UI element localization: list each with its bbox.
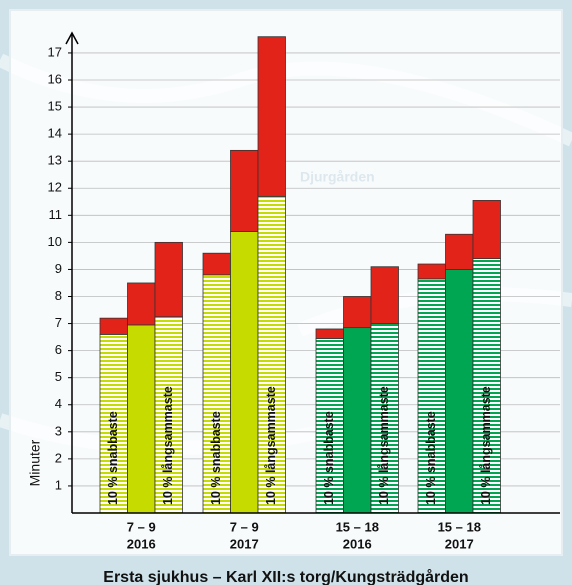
bar-segment [370, 266, 399, 324]
x-tick-label: 7 – 9 [230, 519, 259, 534]
bar-label: 10 % långsammaste [479, 386, 493, 505]
map-label: Djurgården [300, 169, 375, 185]
bar-segment [230, 231, 259, 514]
x-tick-label: 7 – 9 [127, 519, 156, 534]
bar-label: 10 % snabbaste [424, 411, 438, 505]
bar-label: 10 % långsammaste [264, 386, 278, 505]
bar-label: 10 % snabbaste [106, 411, 120, 505]
bar-segment [99, 333, 128, 514]
x-tick-label: 2017 [445, 536, 474, 551]
bar-segment [472, 200, 501, 260]
bar-segment [154, 241, 183, 318]
y-tick-label: 15 [48, 99, 62, 114]
bar-segment [154, 316, 183, 514]
bar-segment [315, 328, 344, 339]
y-tick-label: 11 [49, 207, 63, 222]
bar-segment [202, 252, 231, 276]
bar-segment [257, 195, 286, 514]
y-tick-label: 5 [55, 369, 62, 384]
y-tick-label: 6 [55, 342, 62, 357]
y-tick-label: 4 [55, 396, 62, 411]
bar-segment [445, 269, 474, 514]
bar-segment [230, 149, 259, 232]
bar-label: 10 % snabbaste [322, 411, 336, 505]
bar-segment [417, 263, 446, 280]
y-tick-label: 14 [48, 126, 62, 141]
bar-segment [127, 324, 156, 514]
y-tick-label: 12 [48, 180, 62, 195]
x-tick-label: 2016 [343, 536, 372, 551]
x-tick-label: 15 – 18 [336, 519, 379, 534]
x-tick-label: 2017 [230, 536, 259, 551]
bar-label: 10 % långsammaste [377, 386, 391, 505]
bar-segment [343, 327, 372, 514]
y-axis-arrow [65, 31, 79, 45]
y-tick-label: 3 [55, 423, 62, 438]
chart-title: Ersta sjukhus – Karl XII:s torg/Kungsträ… [103, 568, 468, 585]
x-tick-label: 2016 [127, 536, 156, 551]
bar-segment [127, 282, 156, 326]
y-tick-label: 16 [48, 71, 62, 86]
y-tick-label: 8 [55, 288, 62, 303]
y-tick-label: 7 [55, 315, 62, 330]
y-tick-label: 17 [48, 44, 62, 59]
x-tick-label: 15 – 18 [438, 519, 481, 534]
y-tick-label: 13 [48, 153, 62, 168]
bar-segment [445, 233, 474, 270]
bar-segment [202, 274, 231, 514]
bar-label: 10 % snabbaste [209, 411, 223, 505]
bar-segment [472, 258, 501, 514]
y-tick-label: 10 [48, 234, 62, 249]
bar-segment [343, 296, 372, 329]
y-tick-label: 2 [55, 450, 62, 465]
bar-segment [315, 338, 344, 514]
y-tick-label: 9 [55, 261, 62, 276]
bar-label: 10 % långsammaste [161, 386, 175, 505]
bar-segment [99, 317, 128, 335]
y-tick-label: 1 [55, 477, 62, 492]
y-axis-label: Minuter [27, 439, 43, 486]
bar-segment [257, 36, 286, 197]
